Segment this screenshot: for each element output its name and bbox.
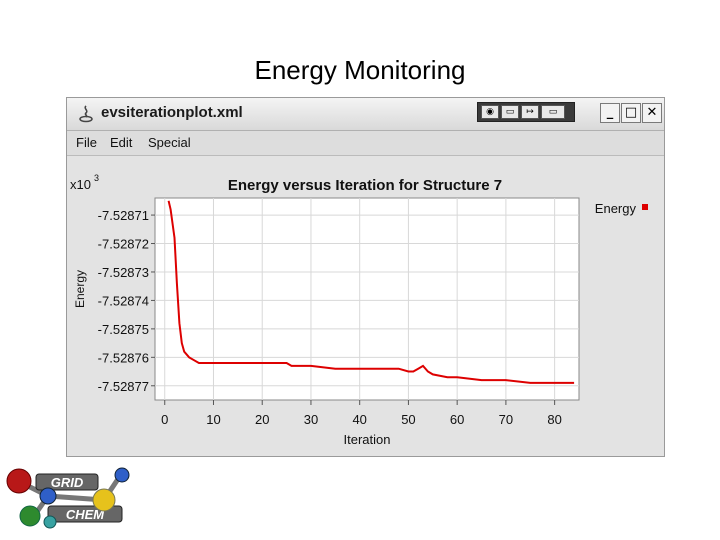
legend-label: Energy	[595, 201, 637, 216]
menu-bar: File Edit Special	[67, 131, 664, 156]
x-tick-label: 20	[255, 412, 269, 427]
eye-icon[interactable]: ◉	[481, 105, 499, 119]
gridchem-logo: GRID CHEM	[6, 467, 130, 529]
close-button[interactable]: ✕	[642, 103, 662, 123]
x-tick-label: 60	[450, 412, 464, 427]
y-tick-label: -7.52871	[98, 208, 149, 223]
chart-title: Energy versus Iteration for Structure 7	[228, 177, 502, 194]
x-tick-label: 50	[401, 412, 415, 427]
x-tick-label: 40	[352, 412, 366, 427]
window-icon[interactable]: ▭	[541, 105, 565, 119]
menu-special[interactable]: Special	[148, 135, 191, 150]
maximize-button[interactable]: □	[621, 103, 641, 123]
y-tick-label: -7.52872	[98, 237, 149, 252]
legend-swatch	[642, 204, 648, 210]
export-icon[interactable]: ↦	[521, 105, 539, 119]
x-tick-label: 70	[499, 412, 513, 427]
x-axis-label: Iteration	[344, 432, 391, 447]
minimize-button[interactable]: _	[600, 103, 620, 123]
window-title: evsiterationplot.xml	[101, 104, 243, 121]
energy-series-line	[167, 200, 575, 384]
y-tick-label: -7.52876	[98, 350, 149, 365]
window-titlebar[interactable]: evsiterationplot.xml ◉ ▭ ↦ ▭ _ □ ✕	[67, 98, 664, 131]
y-tick-label: -7.52877	[98, 379, 149, 394]
display-icon[interactable]: ▭	[501, 105, 519, 119]
x-tick-label: 80	[547, 412, 561, 427]
java-app-icon	[79, 105, 93, 123]
logo-text-chem: CHEM	[66, 507, 105, 522]
x-tick-label: 10	[206, 412, 220, 427]
y-axis-label: Energy	[73, 270, 87, 308]
slide-title: Energy Monitoring	[254, 55, 466, 85]
plot-panel: Energy versus Iteration for Structure 7 …	[67, 156, 664, 456]
y-multiplier-label: x10	[70, 177, 91, 192]
x-tick-label: 0	[161, 412, 168, 427]
application-window: evsiterationplot.xml ◉ ▭ ↦ ▭ _ □ ✕ File …	[66, 97, 665, 457]
y-multiplier-exponent: 3	[94, 173, 99, 183]
logo-text-grid: GRID	[51, 475, 84, 490]
window-tray: ◉ ▭ ↦ ▭	[477, 102, 575, 122]
energy-chart: Energy versus Iteration for Structure 7 …	[70, 173, 648, 447]
y-tick-label: -7.52874	[98, 293, 149, 308]
menu-edit[interactable]: Edit	[110, 135, 133, 150]
menu-file[interactable]: File	[76, 135, 97, 150]
y-tick-label: -7.52875	[98, 322, 149, 337]
y-tick-label: -7.52873	[98, 265, 149, 280]
x-tick-label: 30	[304, 412, 318, 427]
plot-area	[154, 197, 580, 401]
